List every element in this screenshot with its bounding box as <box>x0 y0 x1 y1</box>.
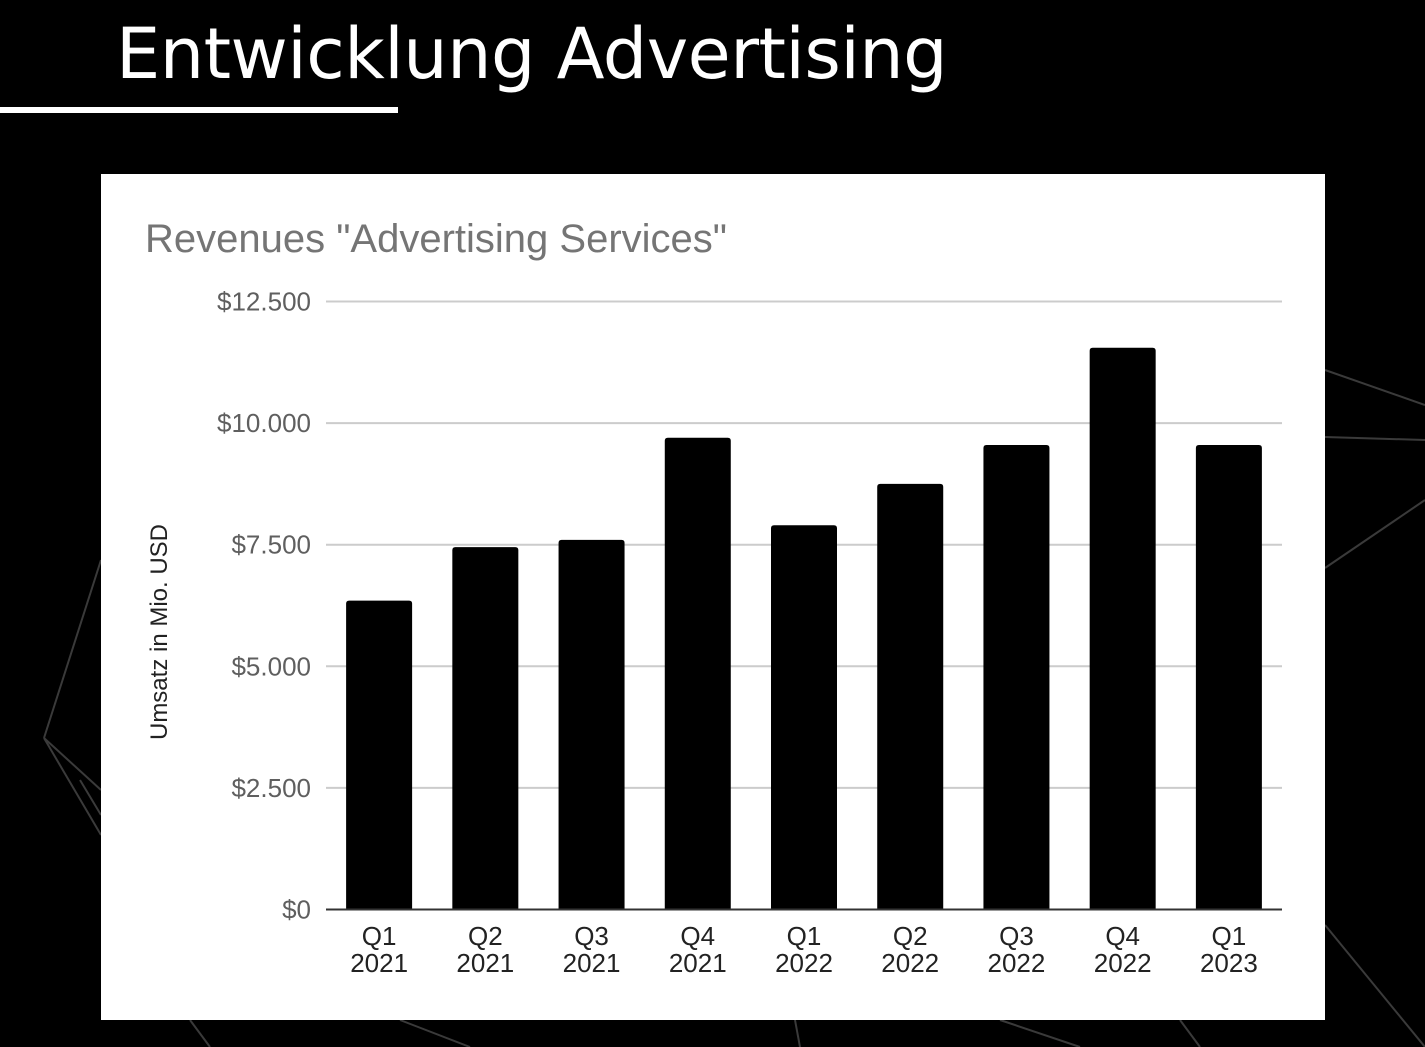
y-tick-label: $12.500 <box>217 287 311 317</box>
x-tick-label: Q3 2021 <box>563 921 621 978</box>
x-tick-label: Q4 2022 <box>1094 921 1152 978</box>
y-tick-label: $7.500 <box>231 530 311 560</box>
bar <box>452 547 519 910</box>
chart-card: Revenues "Advertising Services" $0 $2.500… <box>101 174 1325 1020</box>
bar <box>664 437 731 910</box>
y-tick-label: $5.000 <box>231 651 311 681</box>
y-tick-labels: $0 $2.500 $5.000 $7.500 $10.000 $12.500 <box>217 287 311 925</box>
y-tick-label: $10.000 <box>217 408 311 438</box>
bar <box>558 539 625 910</box>
bar <box>771 525 837 910</box>
x-tick-label: Q1 2021 <box>350 921 408 978</box>
x-tick-label: Q1 2023 <box>1200 921 1258 978</box>
slide-title: Entwicklung Advertising <box>116 13 948 95</box>
bar <box>983 444 1050 910</box>
x-tick-label: Q4 2021 <box>669 921 727 978</box>
y-tick-label: $2.500 <box>231 773 311 803</box>
x-tick-label: Q1 2022 <box>775 921 833 978</box>
y-tick-label: $0 <box>282 895 311 925</box>
bar <box>346 600 413 910</box>
bar <box>1195 444 1262 910</box>
bar-chart: Revenues "Advertising Services" $0 $2.500… <box>145 217 1282 978</box>
bar <box>877 483 944 910</box>
bar <box>1089 347 1156 910</box>
chart-title: Revenues "Advertising Services" <box>145 217 727 261</box>
y-axis-label: Umsatz in Mio. USD <box>146 524 173 740</box>
x-tick-label: Q2 2022 <box>881 921 939 978</box>
x-tick-label: Q2 2021 <box>456 921 514 978</box>
bars <box>346 347 1262 910</box>
x-tick-label: Q3 2022 <box>988 921 1046 978</box>
x-tick-labels: Q1 2021 Q2 2021 Q3 2021 Q4 2021 Q1 2022 Q2 2022 Q3 20… <box>350 921 1258 978</box>
title-underline <box>0 107 398 113</box>
